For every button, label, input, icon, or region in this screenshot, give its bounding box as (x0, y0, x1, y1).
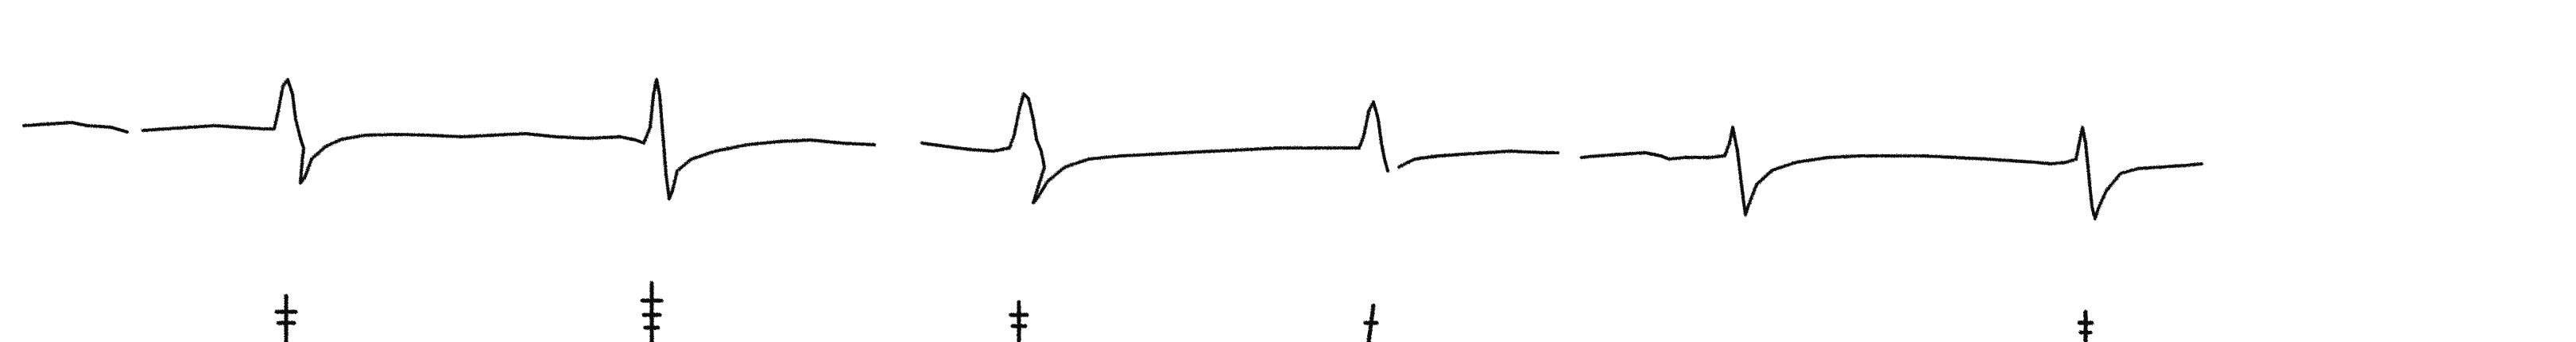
marker-tick-1 (274, 293, 298, 342)
marker-tick-4 (1363, 303, 1379, 342)
ecg-trace-segment-1 (22, 78, 876, 200)
marker-tick-2 (640, 281, 664, 342)
ecg-trace-segment-3 (1580, 126, 2078, 216)
ecg-trace-segment-2 (920, 92, 1559, 204)
ecg-trace-segment-4 (2074, 126, 2203, 220)
marker-tick-5 (2077, 309, 2094, 342)
marker-tick-3 (1009, 300, 1029, 342)
